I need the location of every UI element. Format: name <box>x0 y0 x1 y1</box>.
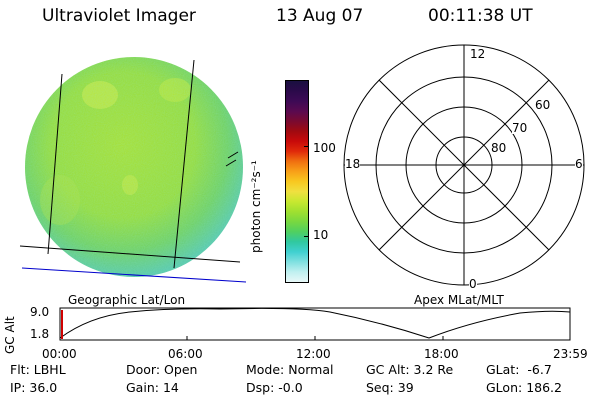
info-gc-alt: GC Alt: 3.2 Re <box>366 362 454 377</box>
orbit-xtick: 18:00 <box>424 347 459 361</box>
orbit-ytick-min: 1.8 <box>30 327 50 341</box>
orbit-altitude-curve <box>59 307 571 339</box>
info-ip: IP: 36.0 <box>10 380 58 395</box>
meridian-line <box>173 59 195 269</box>
observation-date: 13 Aug 07 <box>276 6 364 26</box>
orbit-ytick-max: 9.0 <box>30 305 50 319</box>
info-dsp: Dsp: -0.0 <box>246 380 303 395</box>
info-mode: Mode: Normal <box>246 362 334 377</box>
orbit-xtick: 12:00 <box>296 347 331 361</box>
mlt-label-12: 12 <box>470 47 486 61</box>
colorbar-tick-10: 10 <box>313 228 329 242</box>
info-filter: Flt: LBHL <box>10 362 66 377</box>
info-glat: GLat: -6.7 <box>486 362 552 377</box>
info-gain: Gain: 14 <box>126 380 179 395</box>
orbit-xtick: 00:00 <box>42 347 77 361</box>
observation-time: 00:11:38 UT <box>428 6 533 26</box>
mlat-label-80: 80 <box>491 141 507 155</box>
meridian-line <box>47 73 63 255</box>
colorbar-tick-mark <box>304 236 308 237</box>
colorbar-tick-mark <box>304 146 308 147</box>
geographic-label: Geographic Lat/Lon <box>68 293 186 307</box>
colorbar-tick-100: 100 <box>313 141 336 155</box>
equator-line <box>21 267 247 283</box>
orbit-ylabel: GC Alt <box>3 316 17 354</box>
apex-label: Apex MLat/MLT <box>414 293 504 307</box>
info-door: Door: Open <box>126 362 198 377</box>
info-seq: Seq: 39 <box>366 380 414 395</box>
parallel-line <box>19 245 241 263</box>
instrument-title: Ultraviolet Imager <box>42 6 196 26</box>
mlt-label-18: 18 <box>345 157 361 171</box>
info-glon: GLon: 186.2 <box>486 380 562 395</box>
mlt-label-0: 0 <box>469 277 477 291</box>
colorbar <box>285 80 309 283</box>
orbit-xtick: 06:00 <box>168 347 203 361</box>
mlat-label-70: 70 <box>512 121 528 135</box>
orbit-xtick: 23:59 <box>553 347 588 361</box>
mlt-label-6: 6 <box>575 157 583 171</box>
polar-diagonal <box>378 79 550 251</box>
orbit-plot-frame <box>59 307 571 341</box>
mlat-label-60: 60 <box>535 98 551 112</box>
